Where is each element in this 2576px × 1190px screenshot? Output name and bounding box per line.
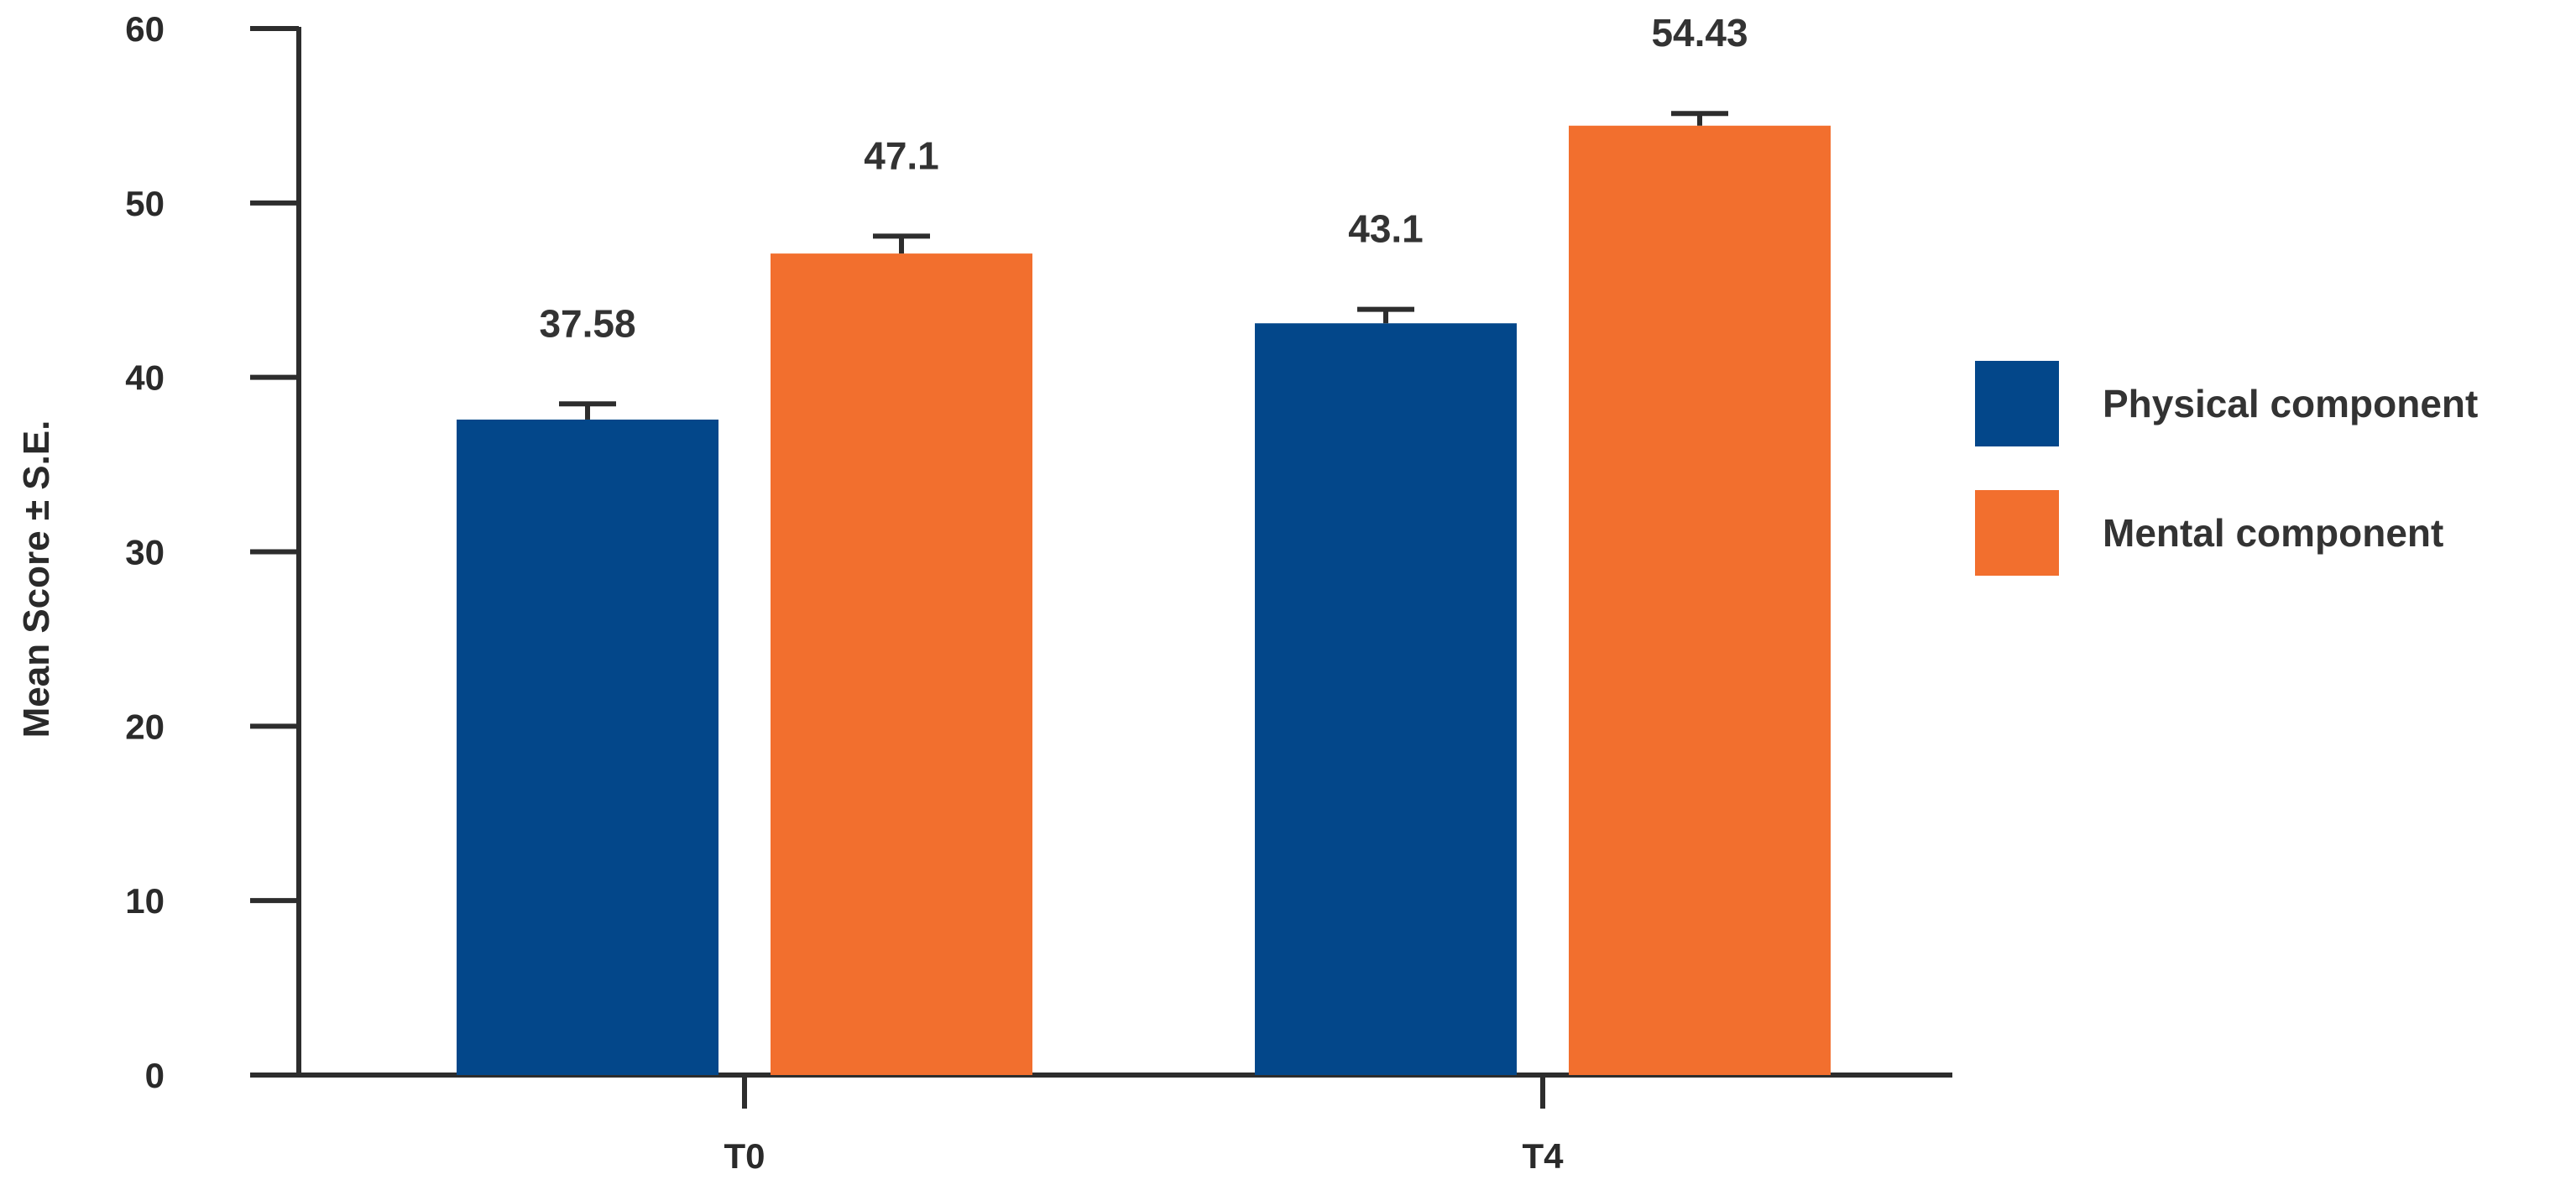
data-label: 54.43 <box>1651 11 1748 55</box>
legend: Physical component Mental component <box>1975 361 2478 576</box>
y-axis: 0 10 20 30 40 50 60 <box>125 9 301 1095</box>
bar <box>771 253 1032 1076</box>
x-tick-label: T0 <box>724 1136 765 1176</box>
y-axis-title: Mean Score ± S.E. <box>16 420 57 739</box>
y-tick-label: 30 <box>125 533 165 572</box>
bar <box>1255 323 1517 1075</box>
y-tick-label: 50 <box>125 184 165 223</box>
bars-group: 37.58 47.1 43.1 54.43 <box>457 11 1831 1076</box>
y-tick-label: 10 <box>125 881 165 921</box>
y-tick-label: 60 <box>125 9 165 49</box>
legend-label: Mental component <box>2103 511 2443 555</box>
y-tick-label: 40 <box>125 358 165 398</box>
bar <box>1569 125 1831 1075</box>
y-tick-label: 20 <box>125 707 165 746</box>
bar <box>457 419 718 1075</box>
legend-swatch <box>1975 361 2059 446</box>
x-tick-label: T4 <box>1522 1136 1564 1176</box>
x-axis: T0 T4 <box>250 1073 1952 1176</box>
data-label: 37.58 <box>539 301 635 345</box>
data-label: 47.1 <box>864 133 939 177</box>
y-tick-label: 0 <box>145 1056 165 1095</box>
data-label: 43.1 <box>1348 207 1424 251</box>
legend-label: Physical component <box>2103 382 2478 425</box>
legend-swatch <box>1975 490 2059 576</box>
